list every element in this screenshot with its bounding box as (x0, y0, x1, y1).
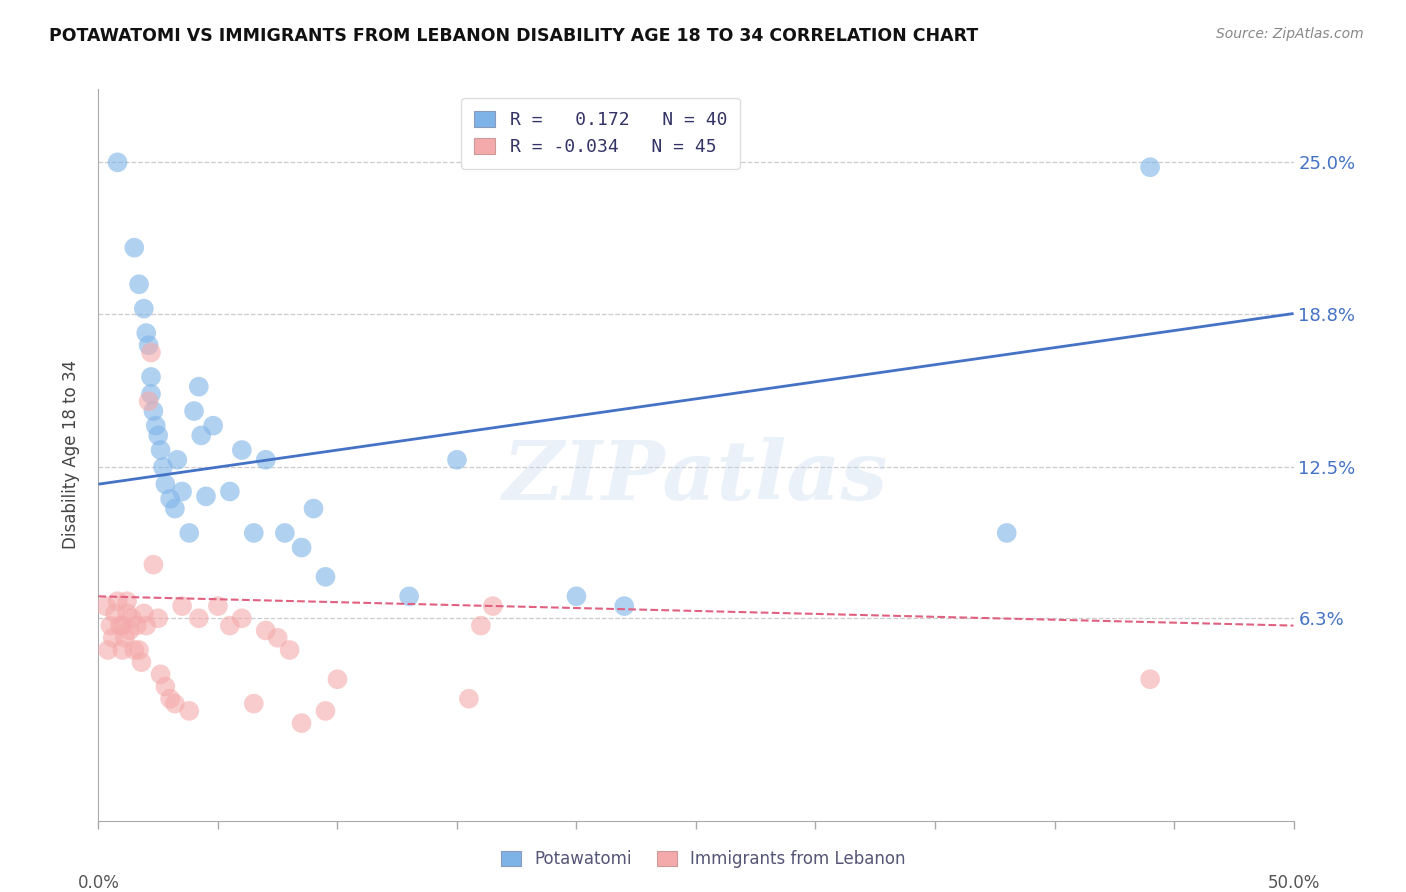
Point (155, 477, 177, 491)
Point (132, 607, 155, 621)
Point (111, 643, 134, 657)
Point (138, 394, 160, 409)
Point (219, 618, 242, 632)
Point (195, 489, 218, 503)
Legend: Potawatomi, Immigrants from Lebanon: Potawatomi, Immigrants from Lebanon (494, 844, 912, 875)
Point (302, 501, 325, 516)
Point (219, 484, 242, 499)
Point (398, 590, 420, 604)
Point (148, 611, 170, 625)
Y-axis label: Disability Age 18 to 34: Disability Age 18 to 34 (62, 360, 80, 549)
Point (135, 326, 157, 340)
Point (458, 691, 481, 706)
Text: Source: ZipAtlas.com: Source: ZipAtlas.com (1216, 27, 1364, 41)
Point (315, 704, 337, 718)
Point (142, 404, 165, 418)
Point (149, 667, 172, 681)
Point (107, 155, 129, 169)
Point (166, 452, 188, 467)
Point (254, 624, 277, 638)
Text: 0.0%: 0.0% (77, 874, 120, 892)
Point (172, 484, 194, 499)
Point (613, 599, 636, 613)
Point (995, 525, 1018, 540)
Point (190, 428, 212, 442)
Point (101, 631, 124, 645)
Point (187, 611, 209, 625)
Point (94, 599, 117, 613)
Point (111, 618, 134, 632)
Point (145, 418, 167, 433)
Point (446, 452, 468, 467)
Point (254, 452, 277, 467)
Point (243, 525, 266, 540)
Point (481, 599, 505, 613)
Point (124, 241, 146, 255)
Point (142, 558, 165, 572)
Point (138, 338, 160, 352)
Point (267, 631, 290, 645)
Point (124, 643, 146, 657)
Point (159, 691, 181, 706)
Point (128, 643, 150, 657)
Point (207, 599, 229, 613)
Point (565, 590, 588, 604)
Point (152, 460, 174, 475)
Point (115, 594, 138, 608)
Point (231, 443, 253, 458)
Point (1139, 672, 1161, 686)
Point (179, 704, 201, 718)
Text: POTAWATOMI VS IMMIGRANTS FROM LEBANON DISABILITY AGE 18 TO 34 CORRELATION CHART: POTAWATOMI VS IMMIGRANTS FROM LEBANON DI… (49, 27, 979, 45)
Point (139, 370, 162, 384)
Point (114, 631, 136, 645)
Point (149, 443, 172, 458)
Point (274, 525, 297, 540)
Point (132, 301, 155, 316)
Point (121, 611, 143, 625)
Point (135, 618, 157, 632)
Point (163, 697, 186, 711)
Point (231, 611, 253, 625)
Point (470, 618, 492, 632)
Point (98, 618, 122, 632)
Point (326, 672, 349, 686)
Point (139, 387, 162, 401)
Point (202, 418, 225, 433)
Point (243, 697, 266, 711)
Point (187, 379, 209, 393)
Point (125, 618, 148, 632)
Point (183, 404, 205, 418)
Point (155, 680, 177, 694)
Point (315, 570, 337, 584)
Text: ZIPatlas: ZIPatlas (503, 437, 889, 516)
Point (159, 491, 181, 506)
Point (115, 607, 138, 621)
Point (1139, 160, 1161, 174)
Point (148, 428, 170, 442)
Text: 50.0%: 50.0% (1267, 874, 1320, 892)
Point (107, 594, 129, 608)
Point (97, 643, 120, 657)
Point (131, 655, 153, 669)
Point (179, 525, 201, 540)
Point (172, 599, 194, 613)
Point (163, 501, 186, 516)
Point (104, 607, 127, 621)
Point (291, 716, 314, 731)
Point (291, 541, 314, 555)
Point (139, 345, 162, 359)
Point (108, 618, 131, 632)
Point (118, 624, 141, 638)
Point (278, 643, 301, 657)
Legend: R =   0.172   N = 40, R = -0.034   N = 45: R = 0.172 N = 40, R = -0.034 N = 45 (461, 98, 740, 169)
Point (128, 277, 150, 292)
